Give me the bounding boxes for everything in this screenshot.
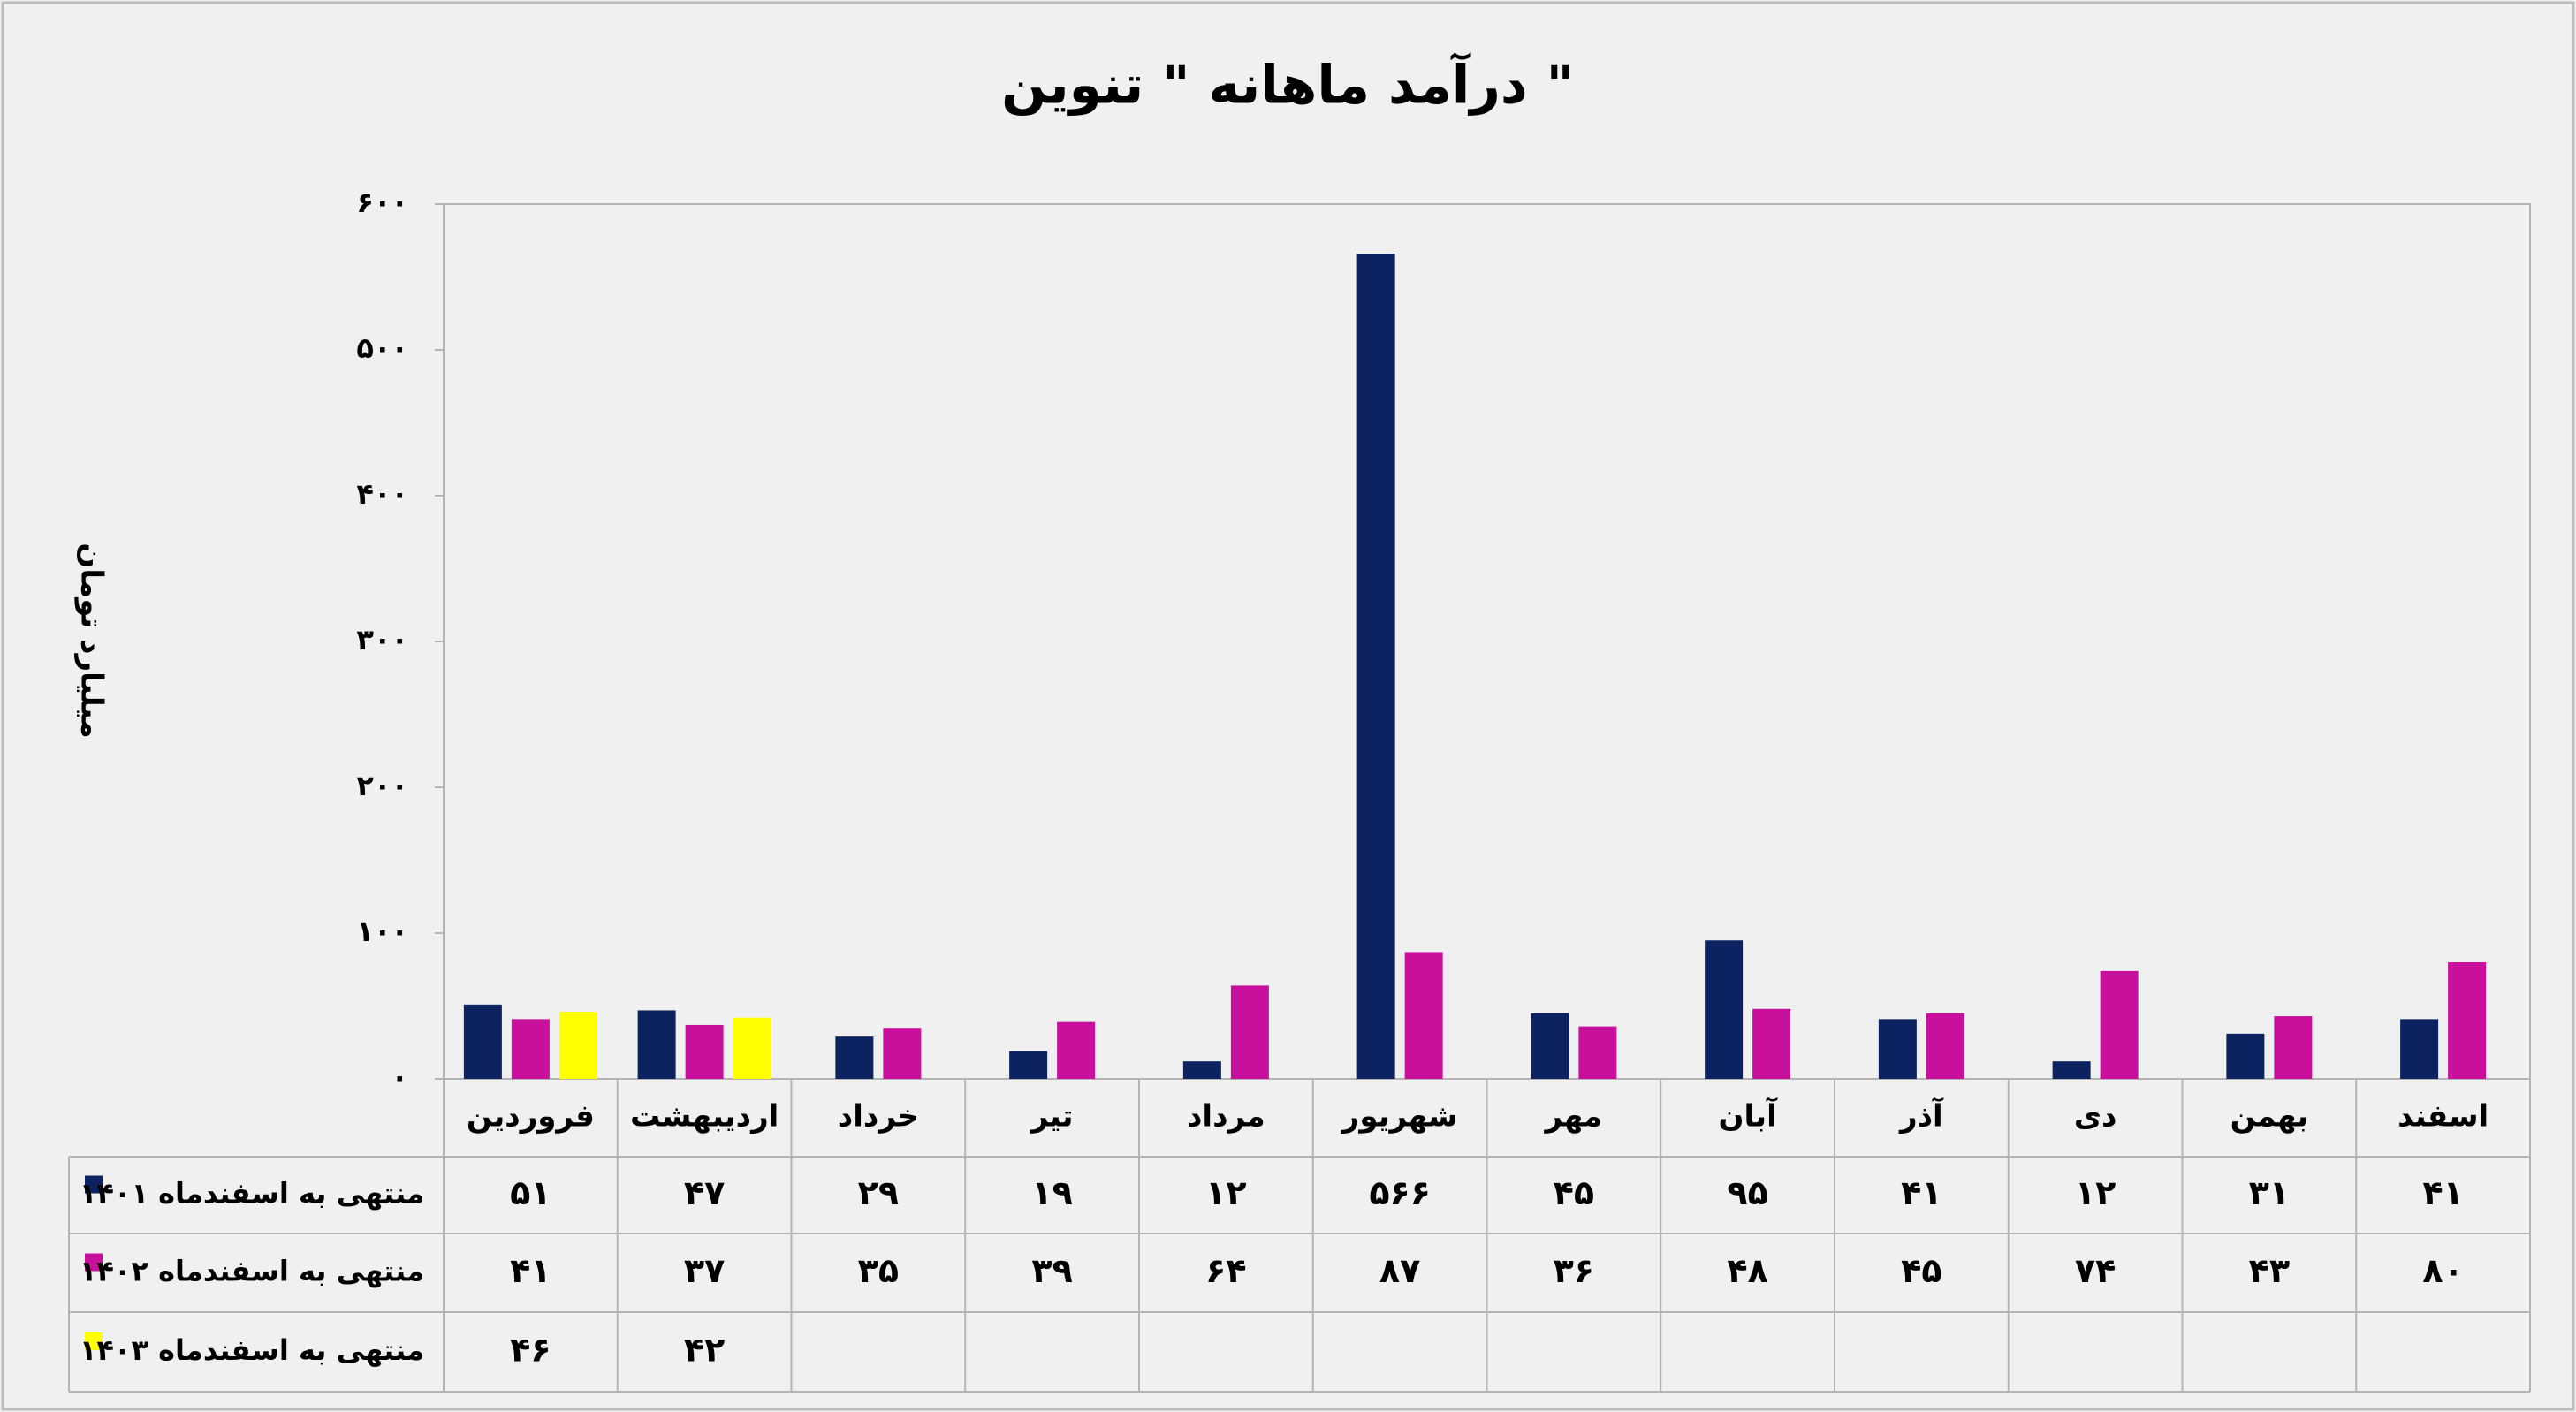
table-value: ۴۱ xyxy=(510,1251,551,1290)
table-value: ۵۱ xyxy=(510,1173,551,1212)
bar xyxy=(2448,962,2487,1079)
table-value: ۱۹ xyxy=(1031,1173,1072,1212)
x-category-label: فروردین xyxy=(467,1099,595,1135)
table-value: ۴۲ xyxy=(684,1331,725,1370)
bar xyxy=(559,1012,597,1079)
x-category-label: آبان xyxy=(1719,1097,1779,1135)
table-value: ۴۸ xyxy=(1727,1251,1767,1290)
bar xyxy=(2052,1061,2091,1079)
bar xyxy=(1057,1021,1096,1079)
y-tick-label: ۶۰۰ xyxy=(356,186,408,219)
table-value: ۵۶۶ xyxy=(1369,1173,1431,1212)
table-value: ۳۶ xyxy=(1554,1251,1594,1290)
bar xyxy=(685,1024,724,1079)
table-value: ۸۷ xyxy=(1379,1251,1420,1290)
x-category-label: دی xyxy=(2074,1099,2117,1135)
table-value: ۹۵ xyxy=(1727,1173,1767,1212)
table-value: ۴۶ xyxy=(510,1331,551,1370)
table-value: ۴۷ xyxy=(684,1173,725,1212)
bar xyxy=(511,1019,550,1079)
x-category-label: اسفند xyxy=(2397,1099,2489,1135)
table-value: ۳۵ xyxy=(858,1251,899,1290)
bar xyxy=(2100,970,2139,1079)
legend-swatch xyxy=(85,1332,103,1350)
bar xyxy=(2400,1019,2439,1079)
table-value: ۲۹ xyxy=(858,1173,899,1212)
table-value: ۱۲ xyxy=(1205,1173,1246,1212)
legend-label: منتهی به اسفندماه ۱۴۰۲ xyxy=(80,1255,424,1288)
chart-title: درآمد ماهانه " تنوین " xyxy=(1001,52,1574,117)
bar xyxy=(2226,1033,2265,1079)
bar xyxy=(1705,940,1744,1079)
y-tick-label: ۴۰۰ xyxy=(356,477,408,511)
x-category-label: آذر xyxy=(1898,1097,1944,1135)
legend-swatch xyxy=(85,1175,103,1194)
table-value: ۴۵ xyxy=(1554,1173,1594,1212)
bar xyxy=(883,1028,922,1079)
bar xyxy=(1531,1013,1569,1079)
bar xyxy=(637,1010,676,1079)
bar xyxy=(1009,1051,1048,1079)
table-value: ۴۵ xyxy=(1901,1251,1941,1290)
y-tick-label: ۳۰۰ xyxy=(356,623,408,657)
bar xyxy=(1356,254,1395,1080)
bar xyxy=(2274,1016,2313,1079)
bar xyxy=(733,1017,771,1079)
table-value: ۳۹ xyxy=(1031,1251,1072,1290)
legend-label: منتهی به اسفندماه ۱۴۰۱ xyxy=(80,1177,424,1211)
bar xyxy=(1404,952,1443,1079)
bar xyxy=(835,1036,874,1079)
x-category-label: بهمن xyxy=(2230,1099,2309,1135)
table-value: ۸۰ xyxy=(2422,1251,2463,1290)
x-category-label: تیر xyxy=(1030,1099,1074,1135)
table-value: ۷۴ xyxy=(2075,1251,2116,1290)
y-tick-label: ۰ xyxy=(391,1060,408,1094)
x-category-label: مرداد xyxy=(1187,1099,1265,1135)
table-value: ۳۷ xyxy=(684,1251,725,1290)
table-value: ۳۱ xyxy=(2249,1173,2290,1212)
table-value: ۴۱ xyxy=(2422,1173,2463,1212)
bar xyxy=(1878,1019,1917,1079)
legend-label: منتهی به اسفندماه ۱۴۰۳ xyxy=(80,1333,424,1367)
x-category-label: اردیبهشت xyxy=(630,1099,779,1135)
bar xyxy=(1230,985,1269,1079)
x-category-label: خرداد xyxy=(838,1099,919,1135)
table-value: ۴۱ xyxy=(1901,1173,1941,1212)
bar xyxy=(1926,1013,1964,1079)
bar xyxy=(1752,1008,1791,1079)
x-category-label: مهر xyxy=(1544,1099,1603,1135)
bar xyxy=(1578,1026,1617,1079)
y-tick-label: ۲۰۰ xyxy=(356,769,408,802)
bar xyxy=(1182,1061,1221,1079)
legend-swatch xyxy=(85,1253,103,1272)
bar xyxy=(463,1004,502,1079)
y-tick-label: ۱۰۰ xyxy=(356,915,408,948)
x-category-label: شهریور xyxy=(1341,1099,1458,1135)
y-tick-label: ۵۰۰ xyxy=(356,331,408,365)
table-value: ۱۲ xyxy=(2075,1173,2116,1212)
table-value: ۶۴ xyxy=(1205,1251,1246,1290)
y-axis-label: میلیارد تومان xyxy=(74,543,110,738)
table-value: ۴۳ xyxy=(2249,1251,2290,1290)
